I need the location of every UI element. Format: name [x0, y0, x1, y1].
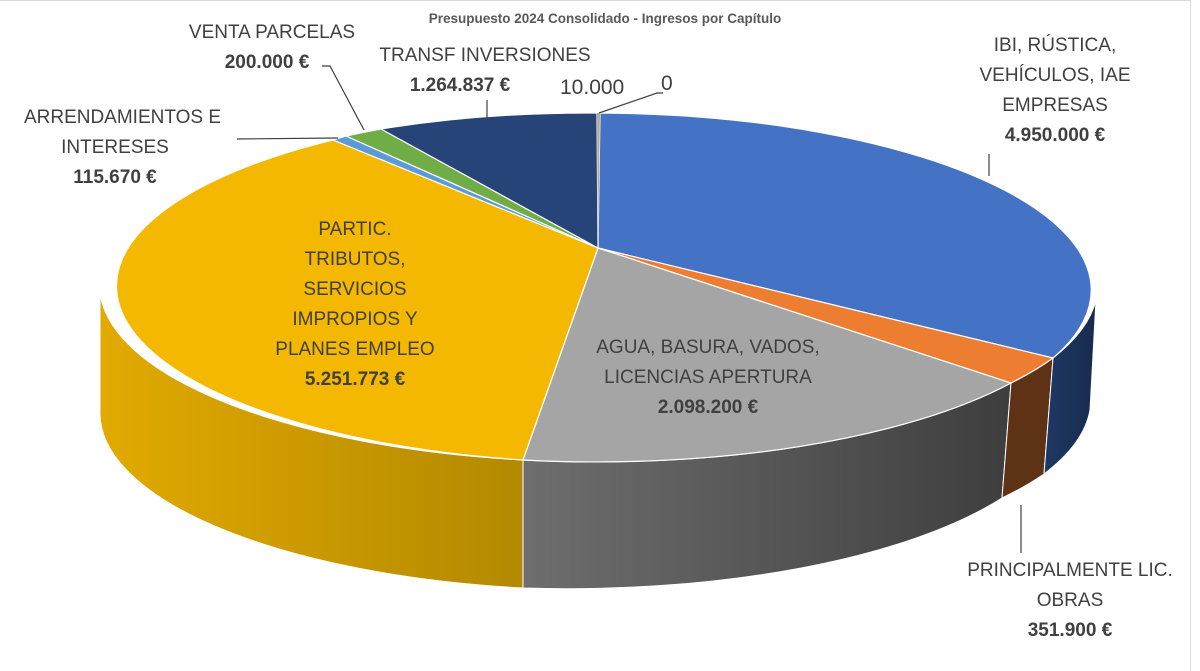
label-agua: AGUA, BASURA, VADOS, LICENCIAS APERTURA …	[596, 337, 820, 418]
side-blue	[1043, 299, 1097, 476]
label-venta: VENTA PARCELAS 200.000 €	[188, 22, 356, 73]
chart-title: Presupuesto 2024 Consolidado - Ingresos …	[428, 11, 782, 26]
label-ibi: IBI, RÚSTICA, VEHÍCULOS, IAE EMPRESAS 4.…	[979, 35, 1131, 146]
slice-agua[interactable]	[522, 247, 1013, 463]
label-zero: 0	[661, 72, 673, 95]
leader-venta	[322, 65, 365, 131]
slice-partic[interactable]	[115, 139, 599, 461]
leader-lines	[236, 65, 1022, 553]
label-transf: TRANSF INVERSIONES 1.264.837 €	[379, 45, 591, 96]
leader-zero	[598, 92, 663, 114]
leader-arrend	[236, 137, 339, 140]
slice-ibi[interactable]	[597, 112, 1092, 359]
label-obras: PRINCIPALMENTE LIC. OBRAS 351.900 €	[967, 560, 1173, 641]
label-ten-thousand: 10.000	[560, 76, 625, 99]
slice-ten-thousand[interactable]	[597, 112, 600, 248]
label-partic: PARTIC. TRIBUTOS, SERVICIOS IMPROPIOS Y …	[275, 219, 435, 390]
label-arrend: ARRENDAMIENTOS E INTERESES 115.670 €	[23, 107, 222, 188]
side-yellow	[99, 291, 524, 589]
